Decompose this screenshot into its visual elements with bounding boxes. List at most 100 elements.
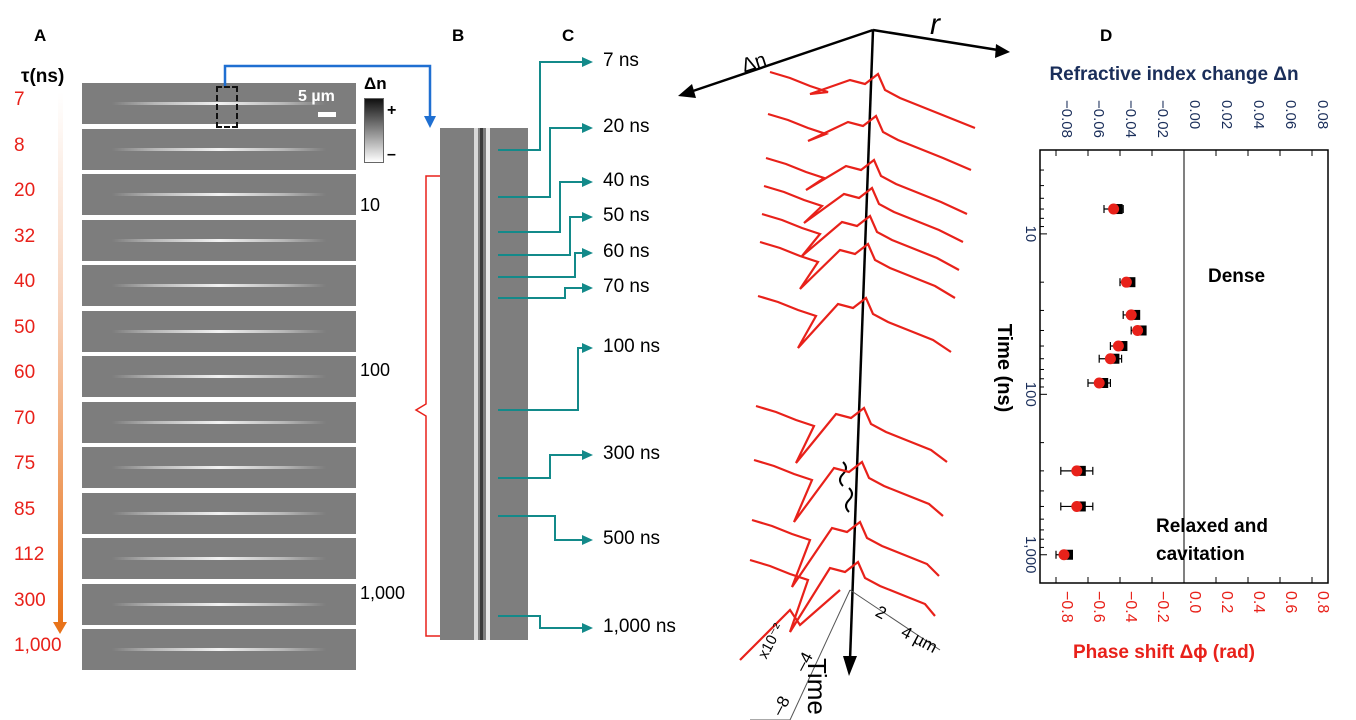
time-pointer-arrowhead [582,623,593,633]
top-tick-label: −0.08 [1058,100,1075,138]
y-tick-label: 1,000 [1022,536,1039,574]
microscopy-strip [82,401,356,443]
data-point [1108,203,1120,215]
filament-trace [112,602,326,606]
filament-trace [112,284,326,287]
bottom-tick-label: 0.2 [1218,591,1235,613]
time-axis-arrowhead [843,656,857,676]
data-point [1112,340,1124,352]
b-time-tick-1000: 1,000 [360,583,406,603]
colorbar-plus: + [387,102,397,119]
tau-value: 50 [14,316,36,338]
tau-value: 112 [14,544,45,565]
tau-value: 1,000 [14,635,62,656]
filament-trace [112,329,326,333]
panel-d-label: D [1100,26,1113,45]
top-tick-label: 0.04 [1250,100,1267,129]
microscopy-strip [82,83,356,124]
refractive-profile-trace [759,240,956,299]
kymograph-image [440,128,528,640]
tau-value: 40 [14,271,36,292]
tau-value: 20 [14,180,36,201]
refractive-profile-trace [761,212,960,271]
data-point [1058,549,1070,561]
colorbar [364,98,384,163]
time-label: 60 ns [603,241,650,262]
top-tick-label: 0.06 [1282,100,1299,129]
panel-b-label: B [452,26,465,45]
time-pointer-line [498,615,582,629]
bottom-tick-label: −0.4 [1122,591,1139,623]
filament-trace [112,420,326,424]
bottom-tick-label: −0.2 [1154,591,1171,623]
kymograph-dark-line [480,128,483,640]
top-tick-label: −0.06 [1090,100,1107,138]
time-label: 40 ns [603,170,650,191]
tau-value: 60 [14,362,36,383]
refractive-profile-trace [763,184,964,243]
time-pointer-arrowhead [582,535,593,545]
y-axis-title: Time (ns) [993,324,1015,413]
bottom-tick-label: 0.0 [1186,591,1203,613]
bottom-tick-label: −0.6 [1090,591,1107,623]
top-tick-label: 0.00 [1186,100,1203,129]
kymograph-line-right [486,128,490,640]
annotation-relaxed: Relaxed and [1156,516,1268,537]
microscopy-strip [82,538,356,579]
filament-trace [112,511,326,515]
r-grid-line [849,589,941,651]
time-pointer-line [498,252,582,278]
data-point [1093,377,1105,389]
microscopy-strip [82,128,356,170]
time-label: 50 ns [603,205,650,226]
time-pointer-arrowhead [582,343,593,353]
tau-arrowhead [53,622,67,634]
dn-axis-line [689,28,874,94]
tau-value: 32 [14,225,36,247]
refractive-profile-trace [751,518,940,588]
microscopy-strip [82,219,356,261]
time-pointer-arrowhead [582,123,593,133]
data-point [1132,324,1144,336]
time-label: 1,000 ns [603,616,676,637]
time-label: 70 ns [603,276,650,297]
b-time-tick-10: 10 [360,195,381,215]
time-label: 20 ns [603,116,650,137]
time-pointer-line [498,61,582,151]
b-time-tick-100: 100 [360,360,391,380]
time-pointer-line [498,181,582,233]
bottom-tick-label: 0.6 [1282,591,1299,613]
refractive-profile-trace [769,70,976,130]
axis-break-mark [839,461,847,487]
top-axis-title: Refractive index change Δn [1049,64,1298,85]
filament-trace [112,648,326,651]
colorbar-minus: – [387,146,396,163]
tau-header: τ(ns) [21,66,65,87]
microscopy-strip [82,447,356,488]
y-tick-label: 100 [1022,382,1039,407]
time-label: 7 ns [603,50,639,71]
r-axis-line [872,28,999,52]
panel-c-label: C [562,26,575,45]
tau-value: 85 [14,498,36,520]
time-label: 300 ns [603,443,661,464]
filament-trace [112,375,326,378]
panel-a-label: A [34,26,47,45]
filament-trace [112,238,326,242]
region-of-interest-box [216,86,238,128]
annotation-dense: Dense [1208,266,1265,287]
time-pointer-line [498,454,582,479]
microscopy-strip [82,629,356,670]
time-pointer-arrowhead [582,212,593,222]
axis-break-mark [845,487,853,513]
time-pointer-line [498,515,582,541]
filament-trace [112,466,326,469]
kymograph-line-left [474,128,478,640]
top-tick-label: −0.04 [1122,100,1139,138]
filament-trace [112,102,326,105]
refractive-profile-trace [765,156,968,215]
top-tick-label: 0.02 [1218,100,1235,129]
